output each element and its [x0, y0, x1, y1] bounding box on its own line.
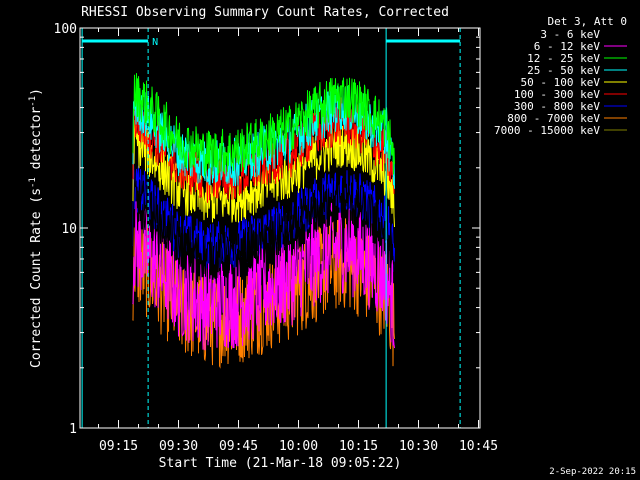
tick-layer: 09:15 09:30 09:45 10:00 10:15 10:30 10:45 1 10 10… — [54, 22, 499, 454]
legend-label-2: 12 - 25 keV — [527, 52, 600, 65]
y-axis-label-sup2: -1 — [28, 96, 38, 107]
series-line-2 — [132, 73, 395, 177]
legend-label-4: 50 - 100 keV — [521, 76, 601, 89]
y-tick-label-2: 100 — [54, 22, 77, 37]
legend-label-5: 100 - 300 keV — [514, 88, 600, 101]
y-axis-label-part1: Corrected Count Rate (s — [29, 188, 44, 368]
y-axis-label-sup1: -1 — [28, 177, 38, 188]
legend-label-3: 25 - 50 keV — [527, 64, 600, 77]
legend-label-6: 300 - 800 keV — [514, 100, 600, 113]
legend-label-1: 6 - 12 keV — [534, 40, 601, 53]
footer-date: 2-Sep-2022 20:15 — [549, 467, 636, 477]
observation-bar-label: N — [152, 37, 158, 48]
y-tick-label-1: 10 — [61, 222, 77, 237]
series-line-0 — [132, 173, 395, 280]
marker-layer: N — [81, 28, 461, 428]
x-tick-label-0: 09:15 — [99, 439, 138, 454]
x-tick-label-6: 10:45 — [459, 439, 498, 454]
chart-title: RHESSI Observing Summary Count Rates, Co… — [81, 5, 449, 20]
y-tick-label-0: 1 — [69, 422, 77, 437]
y-axis-label: Corrected Count Rate (s-1 detector-1) — [28, 88, 44, 368]
y-axis-label-part3: ) — [29, 88, 44, 96]
legend-label-0: 3 - 6 keV — [540, 28, 600, 41]
series-line-1 — [132, 201, 395, 351]
series-layer — [132, 73, 395, 369]
legend-label-8: 7000 - 15000 keV — [494, 124, 600, 137]
legend-header: Det 3, Att 0 — [548, 15, 627, 28]
x-axis-label: Start Time (21-Mar-18 09:05:22) — [159, 456, 402, 471]
x-tick-label-3: 10:00 — [279, 439, 318, 454]
x-tick-label-2: 09:45 — [219, 439, 258, 454]
x-tick-label-4: 10:15 — [339, 439, 378, 454]
legend-label-7: 800 - 7000 keV — [507, 112, 600, 125]
x-tick-label-5: 10:30 — [399, 439, 438, 454]
y-axis-label-part2: detector — [29, 107, 44, 178]
x-tick-label-1: 09:30 — [159, 439, 198, 454]
